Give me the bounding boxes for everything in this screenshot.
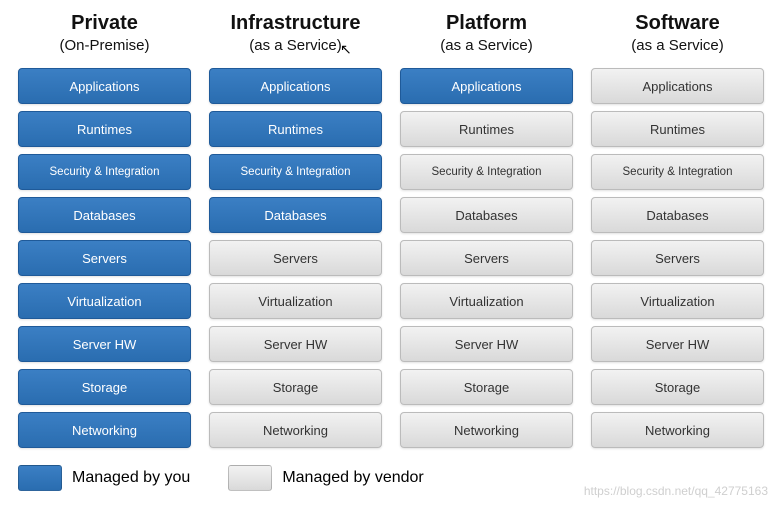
layer-databases: Databases [591, 197, 764, 233]
watermark-text: https://blog.csdn.net/qq_42775163 [584, 484, 768, 498]
layer-serverhw: Server HW [591, 326, 764, 362]
column-subtitle: (as a Service) [400, 37, 573, 54]
layer-applications: Applications [591, 68, 764, 104]
layer-virtualization: Virtualization [400, 283, 573, 319]
layer-virtualization: Virtualization [591, 283, 764, 319]
layer-runtimes: Runtimes [591, 111, 764, 147]
column-private: Private (On-Premise) Applications Runtimes S… [18, 12, 191, 455]
column-software: Software (as a Service) Applications Runtim… [591, 12, 764, 455]
layer-storage: Storage [591, 369, 764, 405]
layer-security: Security & Integration [591, 154, 764, 190]
legend-swatch-you [18, 465, 62, 491]
layer-servers: Servers [591, 240, 764, 276]
layer-virtualization: Virtualization [18, 283, 191, 319]
legend-label-you: Managed by you [72, 469, 190, 487]
layer-security: Security & Integration [400, 154, 573, 190]
legend-label-vendor: Managed by vendor [282, 469, 423, 487]
column-header: Private (On-Premise) [18, 12, 191, 54]
legend-swatch-vendor [228, 465, 272, 491]
column-subtitle: (as a Service) [209, 37, 382, 54]
column-subtitle: (On-Premise) [18, 37, 191, 54]
column-header: Infrastructure (as a Service) [209, 12, 382, 54]
layer-runtimes: Runtimes [18, 111, 191, 147]
column-title: Infrastructure [209, 12, 382, 35]
layer-databases: Databases [400, 197, 573, 233]
layer-storage: Storage [400, 369, 573, 405]
layer-storage: Storage [18, 369, 191, 405]
layer-servers: Servers [209, 240, 382, 276]
service-model-grid: Private(On-Premise)ApplicationsRuntimesS… [18, 12, 764, 455]
column-title: Software [591, 12, 764, 35]
layer-servers: Servers [400, 240, 573, 276]
layer-databases: Databases [209, 197, 382, 233]
layer-runtimes: Runtimes [400, 111, 573, 147]
column-platform: Platform (as a Service) Applications Runtim… [400, 12, 573, 455]
layer-networking: Networking [591, 412, 764, 448]
layer-security: Security & Integration [209, 154, 382, 190]
column-title: Private [18, 12, 191, 35]
layer-servers: Servers [18, 240, 191, 276]
layer-networking: Networking [400, 412, 573, 448]
layer-serverhw: Server HW [400, 326, 573, 362]
layer-serverhw: Server HW [209, 326, 382, 362]
column-title: Platform [400, 12, 573, 35]
column-infrastructure: Infrastructure (as a Service) Applications… [209, 12, 382, 455]
column-subtitle: (as a Service) [591, 37, 764, 54]
layer-networking: Networking [18, 412, 191, 448]
layer-applications: Applications [400, 68, 573, 104]
layer-security: Security & Integration [18, 154, 191, 190]
layer-applications: Applications [209, 68, 382, 104]
layer-virtualization: Virtualization [209, 283, 382, 319]
layer-applications: Applications [18, 68, 191, 104]
column-header: Software (as a Service) [591, 12, 764, 54]
layer-runtimes: Runtimes [209, 111, 382, 147]
layer-networking: Networking [209, 412, 382, 448]
layer-storage: Storage [209, 369, 382, 405]
layer-serverhw: Server HW [18, 326, 191, 362]
layer-databases: Databases [18, 197, 191, 233]
column-header: Platform (as a Service) [400, 12, 573, 54]
